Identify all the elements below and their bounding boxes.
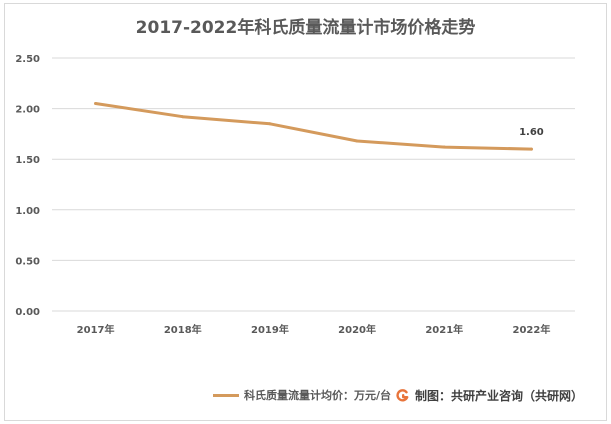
data-label: 1.60 <box>519 127 544 138</box>
legend: 科氏质量流量计均价：万元/台 <box>213 387 391 403</box>
y-tick-label: 1.50 <box>15 155 40 166</box>
credit: 制图：共研产业咨询（共研网） <box>396 387 584 404</box>
data-point <box>268 122 272 126</box>
gridlines <box>52 57 575 312</box>
y-tick-label: 2.00 <box>15 105 40 116</box>
series-line <box>94 102 533 151</box>
y-tick-label: 0.50 <box>15 256 40 267</box>
y-axis-ticks: 0.00 0.50 1.00 1.50 2.00 2.50 <box>15 54 40 318</box>
x-tick-label: 2019年 <box>251 323 289 336</box>
x-axis-ticks: 2017年 2018年 2019年 2020年 2021年 2022年 <box>77 323 551 336</box>
data-point <box>94 102 98 106</box>
data-point <box>529 147 533 151</box>
x-tick-label: 2020年 <box>338 323 376 336</box>
gongyan-logo-icon <box>396 389 409 402</box>
x-tick-label: 2017年 <box>77 323 115 336</box>
y-tick-label: 1.00 <box>15 206 40 217</box>
chart-frame <box>4 3 607 421</box>
legend-swatch <box>213 393 239 397</box>
x-tick-label: 2018年 <box>164 323 202 336</box>
x-tick-label: 2022年 <box>512 323 550 336</box>
legend-label: 科氏质量流量计均价：万元/台 <box>244 389 392 402</box>
data-point <box>355 139 359 143</box>
x-tick-label: 2021年 <box>425 323 463 336</box>
y-tick-label: 0.00 <box>15 307 40 318</box>
y-tick-label: 2.50 <box>15 54 40 65</box>
data-point <box>442 145 446 149</box>
data-point <box>181 115 185 119</box>
data-labels: 1.60 <box>519 127 544 138</box>
chart-title: 2017-2022年科氏质量流量计市场价格走势 <box>135 18 476 38</box>
series-layer <box>94 102 533 151</box>
credit-text: 制图：共研产业咨询（共研网） <box>415 389 584 403</box>
